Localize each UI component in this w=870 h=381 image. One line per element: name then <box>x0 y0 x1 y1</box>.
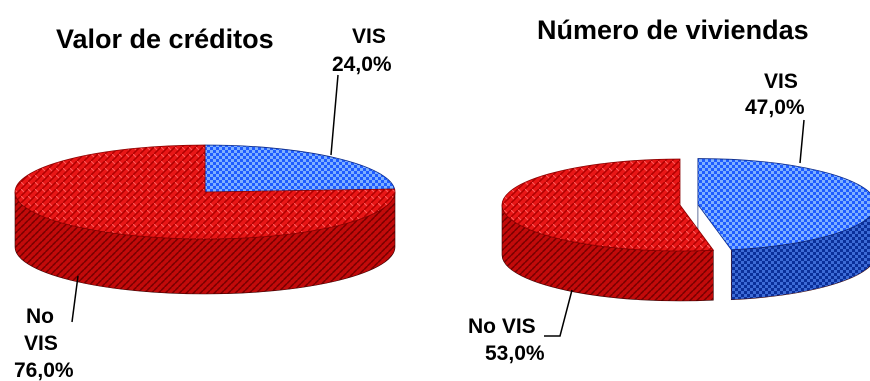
pie-slices <box>14 144 396 295</box>
slice-label-vis-name: VIS <box>764 70 798 93</box>
slice-top-vis <box>204 144 396 193</box>
slice-label-novis-value: 76,0% <box>14 359 74 381</box>
slice-label-novis-name-1: No <box>26 305 54 328</box>
slice-top-no-vis <box>501 158 715 252</box>
slice-label-vis-value: 24,0% <box>332 53 392 76</box>
slice-label-novis-name: No VIS <box>468 315 536 338</box>
chart-title: Número de viviendas <box>537 15 809 45</box>
pie-chart-numero-viviendas: Número de viviendas VIS 47,0% No VIS 53,… <box>468 15 870 365</box>
slice-top-no-vis <box>14 144 396 240</box>
leader-line-novis <box>544 289 573 337</box>
slice-label-novis-name-2: VIS <box>24 332 58 355</box>
slice-top-vis <box>697 158 870 251</box>
leader-line-novis <box>71 275 79 323</box>
leader-line-vis <box>330 74 339 156</box>
pie-chart-valor-creditos: Valor de créditos VIS 24,0% No VIS 76,0% <box>14 24 396 381</box>
slice-label-novis-value: 53,0% <box>485 342 545 365</box>
leader-line-vis <box>799 119 805 164</box>
chart-title: Valor de créditos <box>56 24 274 54</box>
slice-label-vis-name: VIS <box>352 25 386 48</box>
slice-label-vis-value: 47,0% <box>745 96 805 119</box>
pie-slices <box>501 158 870 302</box>
